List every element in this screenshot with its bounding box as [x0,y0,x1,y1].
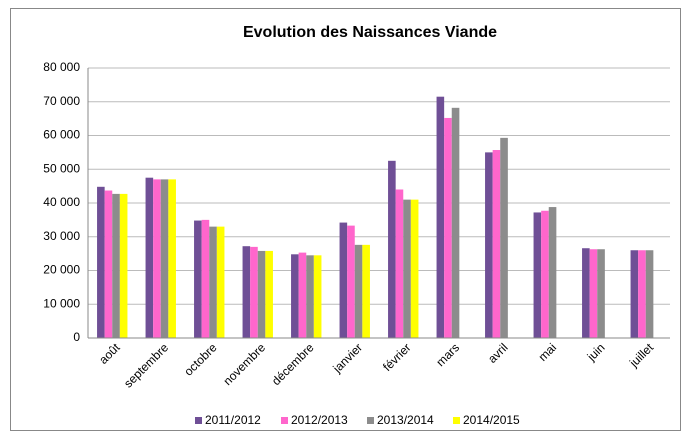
bar [638,250,646,338]
y-tick-label: 50 000 [43,161,80,175]
y-tick-label: 20 000 [43,263,80,277]
bar [242,246,251,338]
chart-title: Evolution des Naissances Viande [243,24,497,41]
legend-label: 2014/2015 [463,413,520,427]
bar [265,250,273,338]
bar [112,193,120,338]
bar [645,250,654,338]
bar [97,186,105,338]
bar [291,254,299,338]
bar [541,210,549,338]
bar [119,193,128,338]
legend-label: 2013/2014 [377,413,434,427]
bar [410,199,419,338]
bar [589,249,598,338]
legend-swatch [367,417,374,424]
bar [395,189,404,338]
bar [347,225,355,338]
y-tick-label: 60 000 [43,128,80,142]
bar [298,252,307,338]
bar [403,199,411,338]
bar [104,190,113,338]
bar [160,179,169,338]
bar [444,117,452,338]
bar [436,96,445,338]
y-tick-label: 30 000 [43,229,80,243]
y-tick-label: 40 000 [43,195,80,209]
legend-label: 2011/2012 [205,413,261,427]
bar [201,219,210,338]
bar [145,177,154,338]
bar [339,222,348,338]
bar [630,250,639,338]
bar [354,244,363,338]
legend-swatch [195,417,202,424]
bar [500,137,508,338]
bar [257,250,266,338]
legend-swatch [281,417,288,424]
bar [597,249,605,338]
bar [313,255,322,338]
bar [250,246,258,338]
bar [194,220,202,338]
legend-swatch [453,417,460,424]
bar [306,255,314,338]
bar [533,212,542,338]
bar [216,226,225,338]
legend-label: 2012/2013 [291,413,348,427]
bar [209,226,217,338]
bar [451,107,460,338]
bar [168,179,176,338]
y-tick-label: 80 000 [43,60,80,74]
y-tick-label: 0 [73,330,80,344]
y-tick-label: 70 000 [43,94,80,108]
bar [492,150,501,338]
bar [582,248,590,338]
bar [548,207,557,338]
bar [388,160,396,338]
bar [153,179,161,338]
bar [362,244,370,338]
bar [485,152,493,338]
y-tick-label: 10 000 [43,296,80,310]
